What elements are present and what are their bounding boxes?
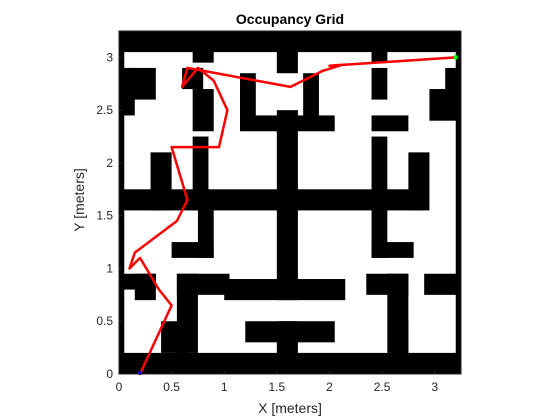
occupied-cell [150,189,425,211]
x-tick-label: 1 [221,380,228,394]
occupied-cell [371,31,388,63]
occupied-cell [192,136,209,211]
occupied-cell [408,152,430,211]
occupied-cell [455,31,461,374]
occupied-cell [119,189,156,211]
occupied-cell [303,73,319,121]
x-tick-label: 1.5 [269,380,286,394]
x-tick-label: 0 [116,380,123,394]
planned-path [128,56,457,376]
occupied-cell [161,321,188,353]
occupied-cell [371,67,388,100]
occupied-cell [197,210,214,258]
x-tick-label: 2.5 [374,380,391,394]
occupied-cell [276,321,298,364]
occupied-cell [392,321,409,353]
plot-area: 0 0.5 1 1.5 2 2.5 3 0 0.5 1 1.5 2 2.5 3 [96,30,462,394]
occupied-cell [240,73,256,121]
y-tick-label: 2 [106,156,113,170]
occupied-cell [192,89,214,132]
occupied-cell [119,273,156,290]
occupied-cell [371,136,388,211]
x-tick-label: 2 [326,380,333,394]
axes-frame [118,30,462,375]
occupied-cell [224,279,346,301]
occupied-cell [192,31,214,63]
y-tick-label: 3 [106,50,113,64]
occupied-cell [371,242,414,258]
y-axis-ticks: 0 0.5 1 1.5 2 2.5 3 [96,50,122,381]
chart-title: Occupancy Grid [236,11,344,27]
occupied-cells [119,31,461,374]
y-tick-label: 1 [106,261,113,275]
goal-marker [453,55,458,60]
y-tick-label: 0 [106,367,113,381]
y-tick-label: 1.5 [96,209,113,223]
occupied-cell [276,31,298,74]
y-axis-label: Y [meters] [71,168,87,232]
occupied-cell [276,110,298,132]
y-tick-label: 2.5 [96,103,113,117]
x-tick-label: 0.5 [163,380,180,394]
x-tick-label: 3 [431,380,438,394]
occupied-cell [424,273,461,295]
occupied-cell [182,67,204,90]
occupied-cell [119,67,135,116]
x-axis-label: X [meters] [258,400,322,416]
occupied-cell [371,115,409,132]
occupied-cell [176,273,230,295]
y-tick-label: 0.5 [96,314,113,328]
occupied-cell [429,89,461,121]
x-axis-ticks: 0 0.5 1 1.5 2 2.5 3 [116,371,438,394]
